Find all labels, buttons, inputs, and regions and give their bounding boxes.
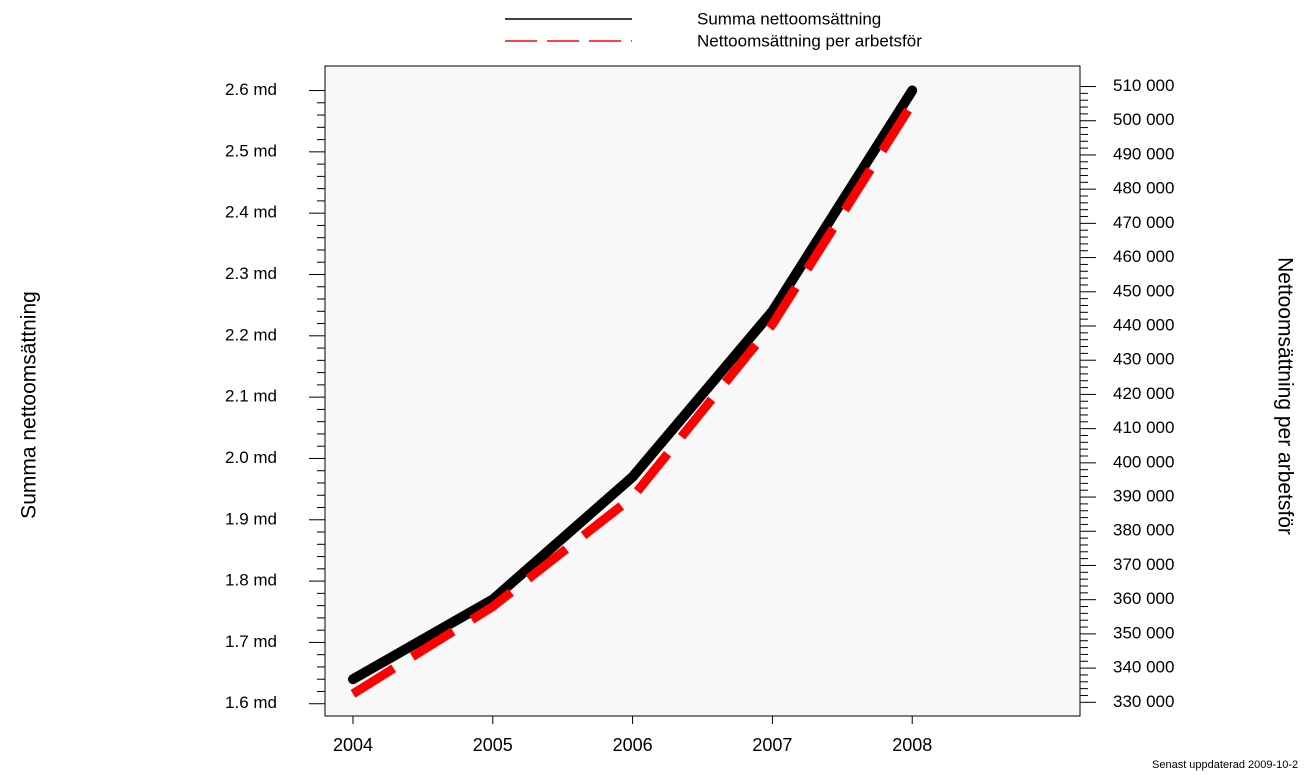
left-tick-label: 1.8 md — [225, 571, 277, 590]
x-tick-label: 2004 — [333, 735, 373, 755]
left-tick-label: 1.9 md — [225, 509, 277, 528]
right-tick-label: 470 000 — [1113, 213, 1174, 232]
right-tick-label: 490 000 — [1113, 144, 1174, 163]
right-tick-label: 410 000 — [1113, 418, 1174, 437]
right-tick-label: 380 000 — [1113, 521, 1174, 540]
x-tick-label: 2005 — [473, 735, 513, 755]
right-tick-label: 510 000 — [1113, 76, 1174, 95]
right-tick-label: 420 000 — [1113, 384, 1174, 403]
left-tick-label: 2.3 md — [225, 264, 277, 283]
right-axis-label: Nettoomsättning per arbetsför — [1273, 257, 1296, 535]
left-axis: 1.6 md 1.7 md 1.8 md 1.9 md 2.0 md 2.1 md 2.2 … — [225, 80, 325, 712]
right-tick-label: 450 000 — [1113, 281, 1174, 300]
x-axis: 2004 2005 2006 2007 2008 — [333, 716, 932, 755]
left-tick-label: 1.7 md — [225, 632, 277, 651]
x-tick-label: 2008 — [892, 735, 932, 755]
left-tick-label: 1.6 md — [225, 693, 277, 712]
right-tick-label: 440 000 — [1113, 315, 1174, 334]
left-tick-label: 2.2 md — [225, 325, 277, 344]
series-layer — [347, 85, 918, 698]
last-updated-note: Senast uppdaterad 2009-10-2 — [1152, 759, 1299, 771]
legend-label: Summa nettoomsättning — [697, 9, 881, 28]
x-tick-label: 2007 — [752, 735, 792, 755]
right-tick-label: 480 000 — [1113, 179, 1174, 198]
right-tick-label: 460 000 — [1113, 247, 1174, 266]
legend: Summa nettoomsättning Nettoomsättning per… — [505, 9, 922, 50]
right-tick-label: 350 000 — [1113, 623, 1174, 642]
right-axis: 330 000 340 000 350 000 360 000 370 000 380 0… — [1080, 76, 1174, 711]
right-tick-label: 390 000 — [1113, 487, 1174, 506]
series-line-per-arbetsfor — [350, 101, 917, 698]
left-tick-label: 2.6 md — [225, 80, 277, 99]
left-tick-label: 2.5 md — [225, 141, 277, 160]
right-tick-label: 330 000 — [1113, 692, 1174, 711]
x-tick-label: 2006 — [613, 735, 653, 755]
left-tick-label: 2.1 md — [225, 387, 277, 406]
series-line-summa — [347, 85, 918, 685]
right-tick-label: 400 000 — [1113, 452, 1174, 471]
right-tick-label: 340 000 — [1113, 658, 1174, 677]
right-tick-label: 370 000 — [1113, 555, 1174, 574]
left-tick-label: 2.0 md — [225, 448, 277, 467]
right-tick-label: 500 000 — [1113, 110, 1174, 129]
left-tick-label: 2.4 md — [225, 203, 277, 222]
right-tick-label: 430 000 — [1113, 350, 1174, 369]
right-tick-label: 360 000 — [1113, 589, 1174, 608]
left-axis-label: Summa nettoomsättning — [18, 291, 41, 519]
legend-label: Nettoomsättning per arbetsför — [697, 31, 922, 50]
